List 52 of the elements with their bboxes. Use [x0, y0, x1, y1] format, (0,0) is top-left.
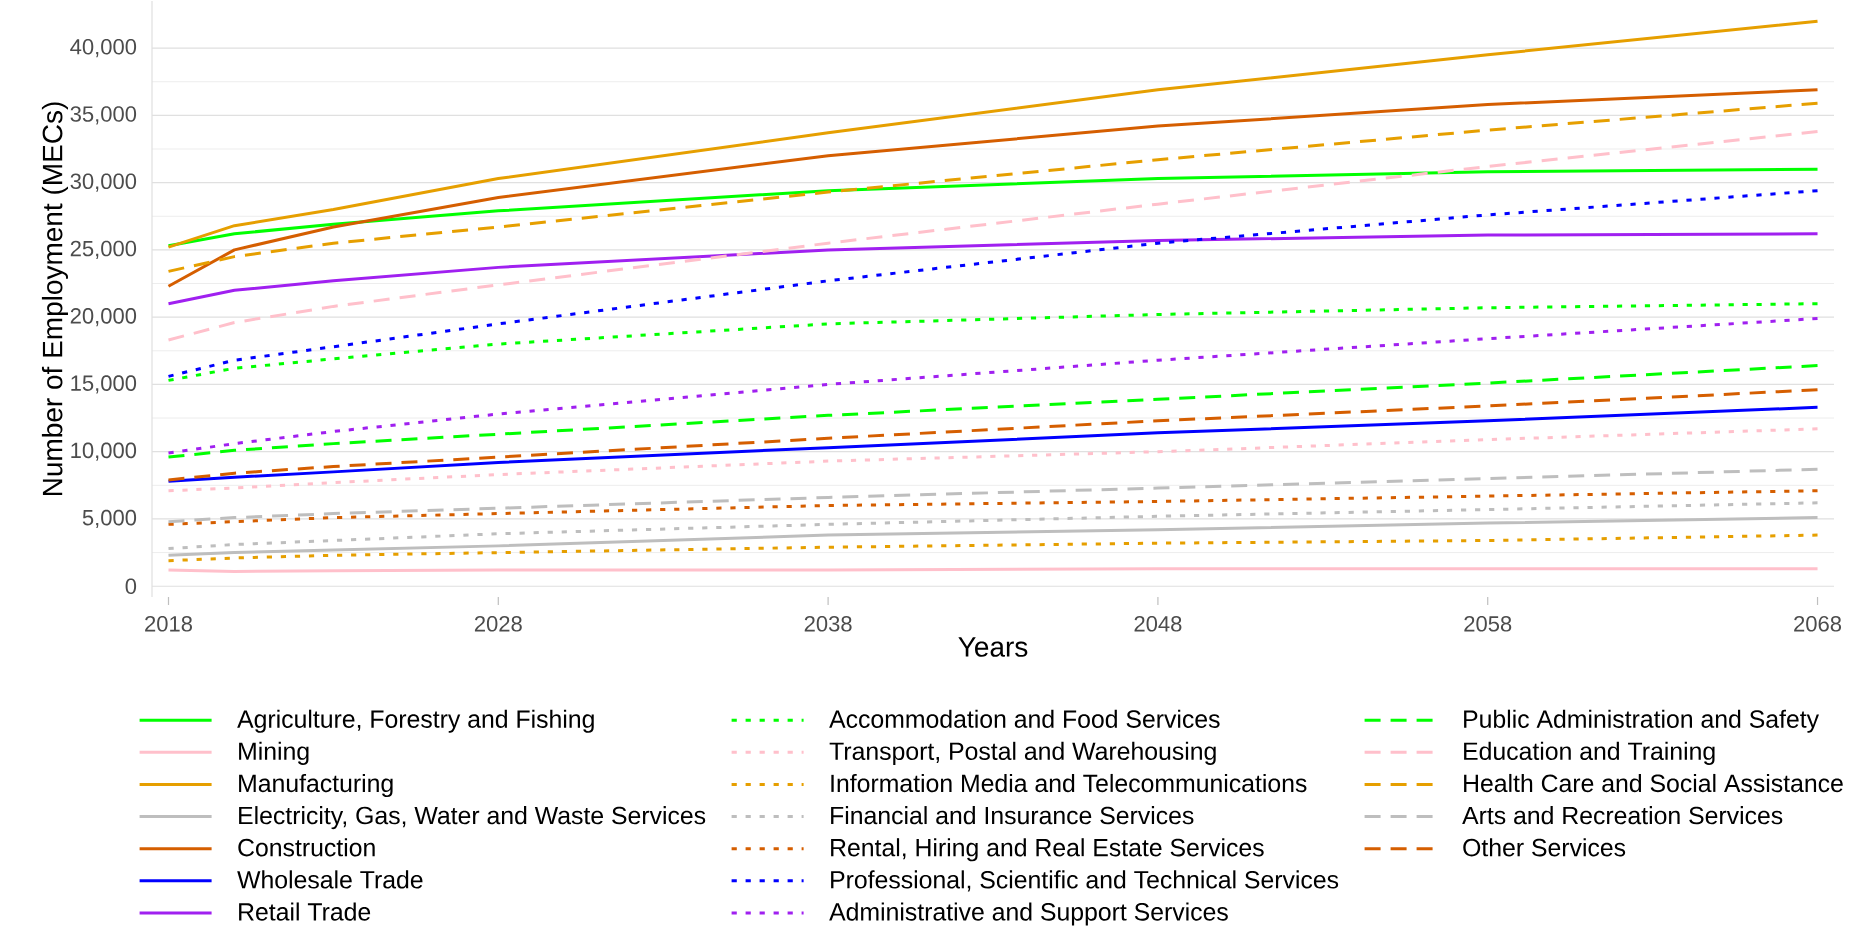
line-series [166, 516, 1820, 557]
legend-label: Construction [238, 838, 375, 857]
line-series [166, 501, 1820, 551]
legend-label: Health Care and Social Assistance [1464, 773, 1843, 793]
y-tick-label: 20,000 [70, 308, 137, 327]
y-tick-label: 15,000 [71, 375, 137, 394]
line-series [166, 364, 1820, 459]
x-axis-title: Years [958, 637, 1028, 657]
line-series [166, 317, 1820, 455]
line-series [166, 189, 1820, 378]
line-series [166, 232, 1820, 306]
legend-label: Electricity, Gas, Water and Waste Services [239, 806, 706, 830]
y-tick-label: 25,000 [70, 240, 137, 259]
legend-label: Professional, Scientific and Technical Services [831, 870, 1339, 892]
y-tick-label: 40,000 [70, 38, 137, 58]
x-tick-label: 2058 [1464, 616, 1512, 632]
y-axis-title: Number of Employment (MECs) [41, 102, 68, 496]
legend-label: Administrative and Support Services [829, 902, 1228, 926]
line-series [166, 533, 1820, 563]
line-series [166, 19, 1820, 249]
legend-label: Arts and Recreation Services [1462, 806, 1783, 825]
x-tick-label: 2018 [145, 616, 192, 632]
legend-label: Mining [239, 741, 309, 765]
x-tick-label: 2048 [1134, 616, 1182, 632]
line-series [166, 427, 1820, 493]
legend-label: Accommodation and Food Services [829, 709, 1220, 728]
y-tick-label: 35,000 [70, 106, 137, 125]
legend-label: Agriculture, Forestry and Fishing [237, 709, 594, 733]
legend-label: Other Services [1463, 838, 1626, 857]
x-tick-label: 2028 [474, 616, 522, 632]
y-tick-label: 0 [125, 578, 137, 595]
legend-label: Retail Trade [239, 902, 371, 921]
line-series [166, 129, 1820, 342]
legend-label: Rental, Hiring and Real Estate Services [831, 838, 1264, 862]
line-series [166, 467, 1820, 524]
legend-label: Education and Training [1464, 741, 1715, 765]
line-series [166, 302, 1820, 382]
x-tick-label: 2068 [1794, 616, 1842, 632]
x-tick-label: 2038 [804, 616, 852, 632]
legend-label: Manufacturing [239, 773, 393, 798]
y-tick-label: 30,000 [70, 173, 137, 192]
legend-label: Information Media and Telecommunications [831, 773, 1307, 793]
legend-label: Financial and Insurance Services [831, 806, 1194, 825]
line-series [166, 489, 1820, 526]
y-tick-label: 5,000 [82, 509, 137, 529]
legend-label: Transport, Postal and Warehousing [829, 741, 1216, 765]
legend-label: Wholesale Trade [237, 870, 423, 889]
legend-label: Public Administration and Safety [1464, 709, 1819, 733]
y-tick-label: 10,000 [71, 442, 137, 461]
line-series [166, 405, 1820, 483]
line-series [166, 388, 1820, 482]
line-series [166, 167, 1820, 248]
